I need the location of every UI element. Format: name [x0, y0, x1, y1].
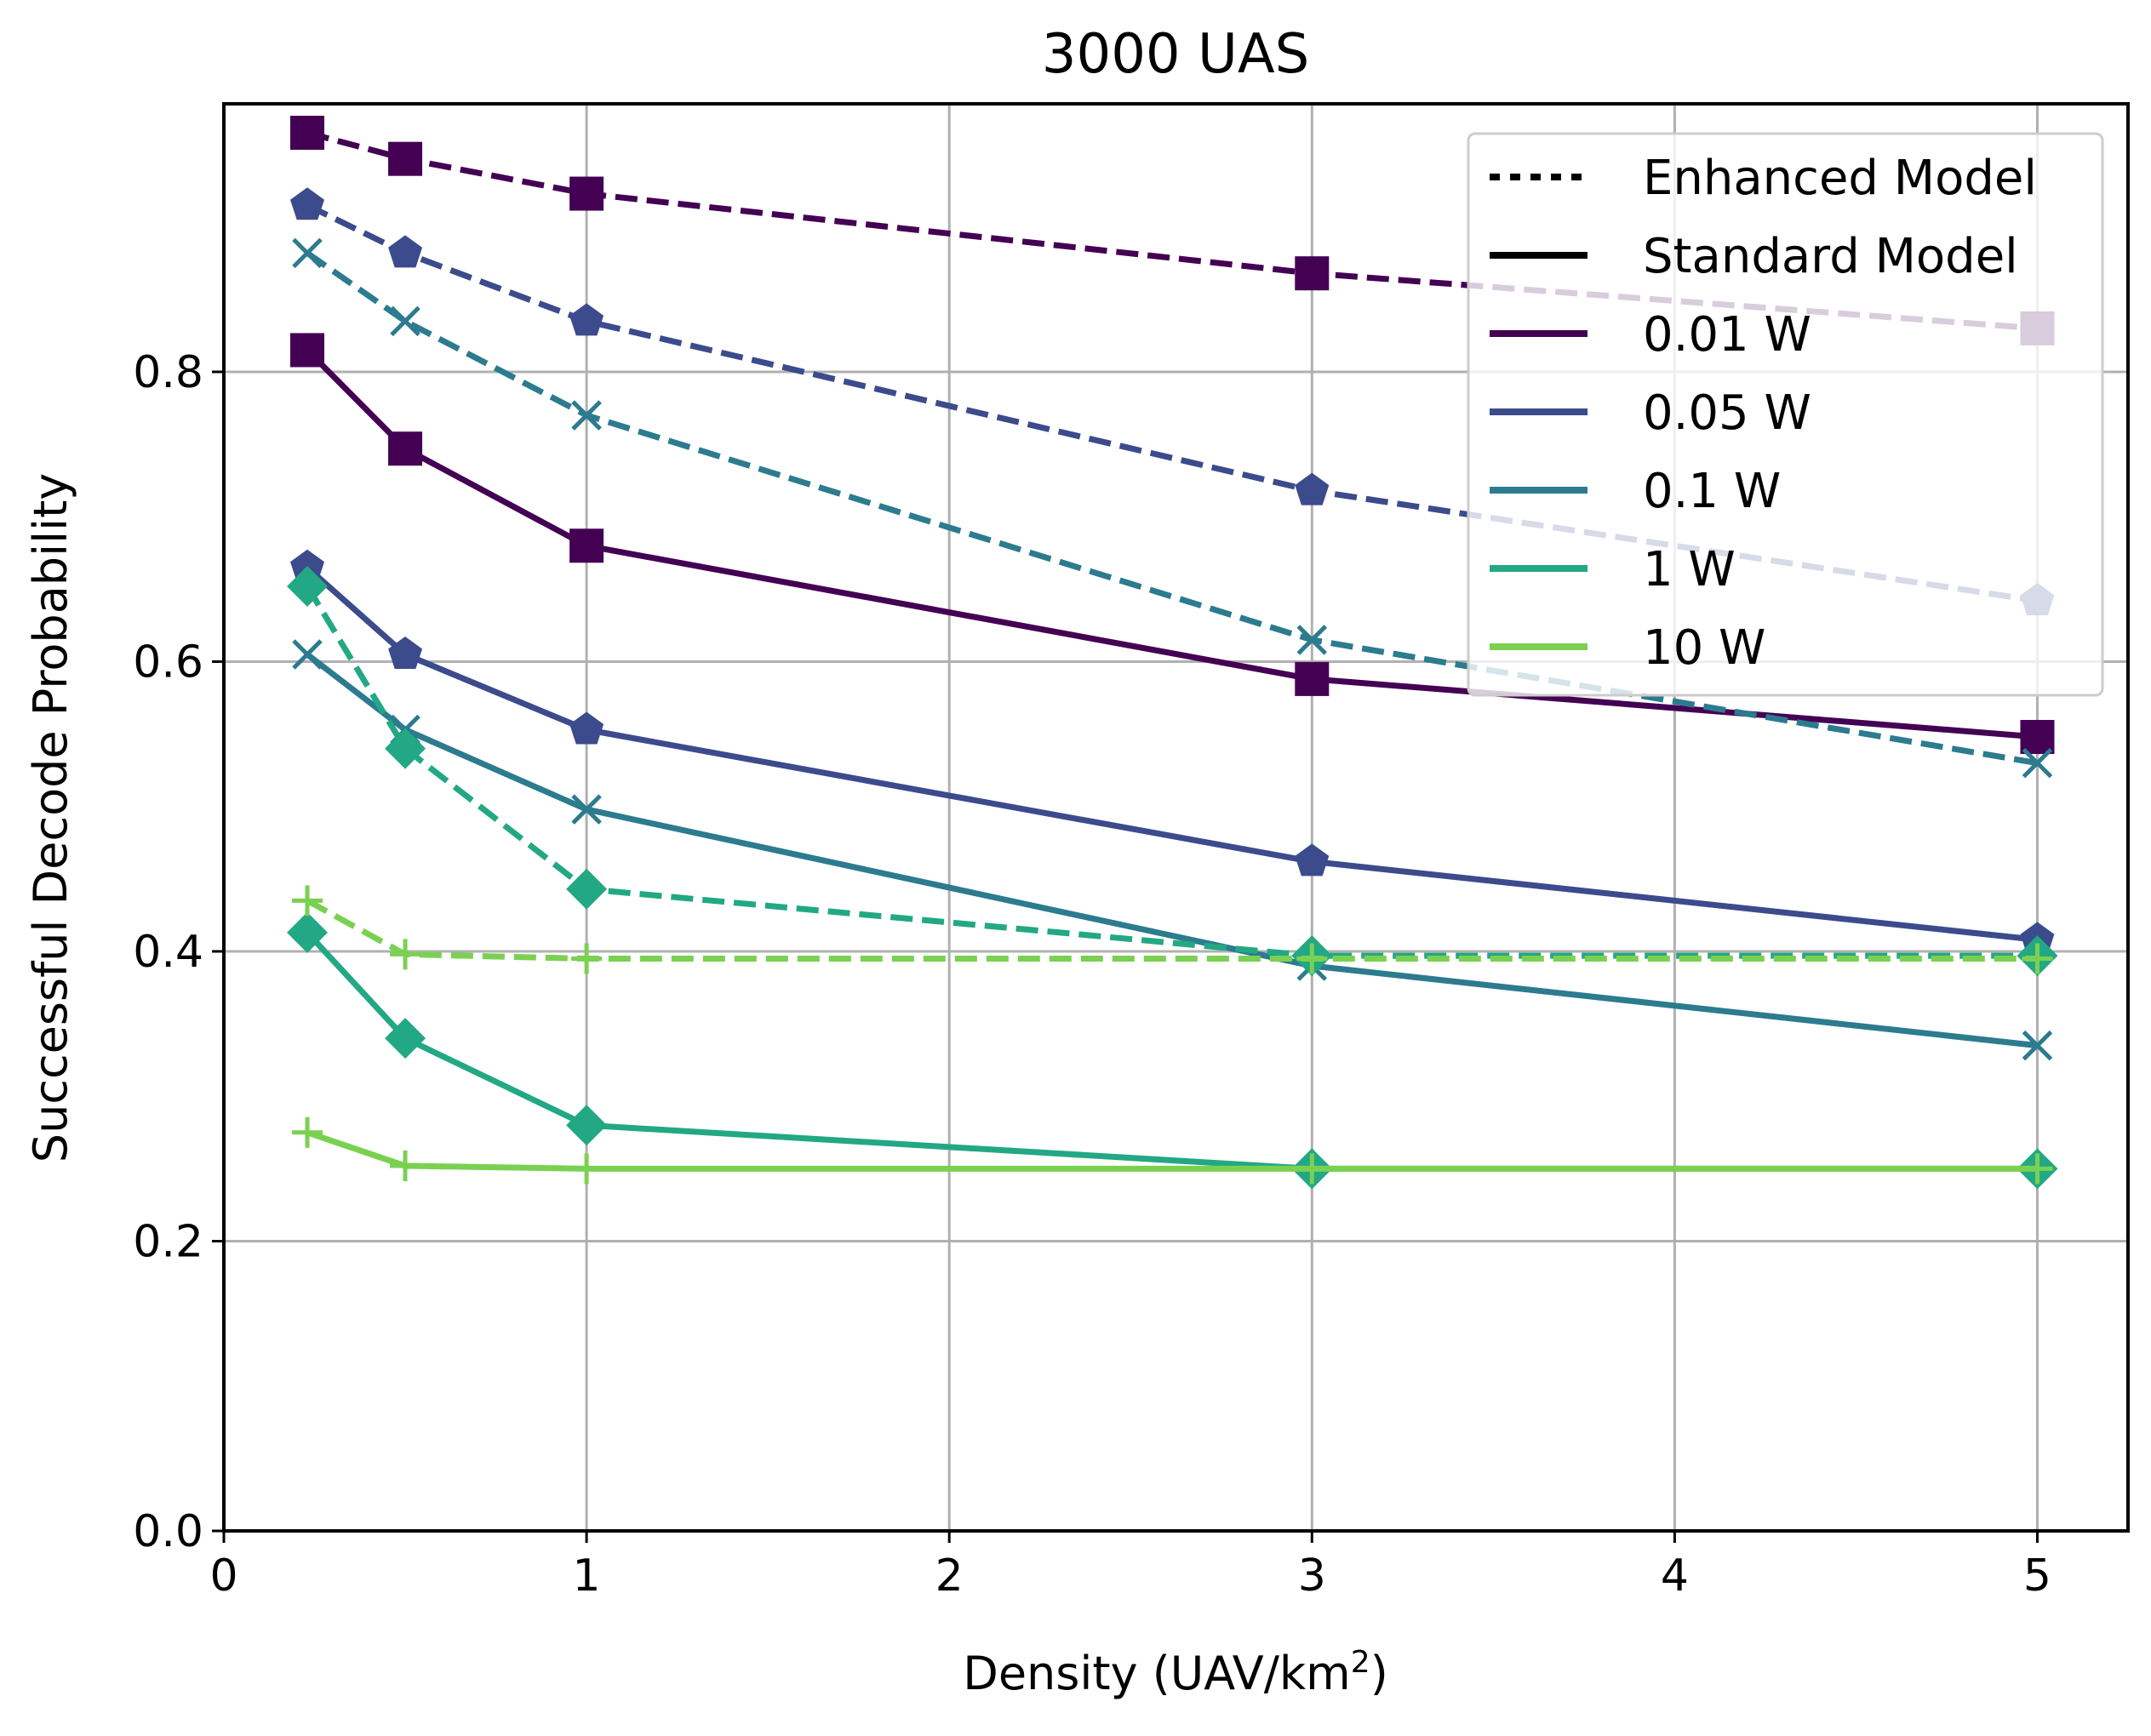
plus-marker	[1296, 1153, 1328, 1185]
axes	[222, 102, 2130, 1533]
x-axis-label: Density (UAV/km2)	[963, 1645, 1388, 1700]
chart-title: 3000 UAS	[1042, 23, 1309, 86]
legend-label: 1 W	[1643, 542, 1736, 597]
x-tick-label: 2	[935, 1550, 964, 1602]
y-tick-label: 0.6	[133, 637, 203, 688]
pentagon-marker	[388, 637, 422, 669]
y-tick-label: 0.4	[133, 927, 203, 978]
pentagon-marker	[290, 549, 324, 582]
pentagon-marker	[1295, 472, 1330, 505]
plus-marker	[571, 943, 603, 974]
legend-box	[1467, 132, 2104, 697]
square-marker	[388, 141, 423, 176]
plus-marker	[390, 939, 421, 970]
series-10-w-standard	[292, 1116, 2053, 1185]
legend-label: Standard Model	[1643, 229, 2018, 284]
diamond-marker	[287, 565, 329, 607]
x-marker	[292, 639, 323, 670]
x-axis-label-sup: 2	[1351, 1645, 1370, 1680]
y-axis-label: Successful Decode Probability	[24, 473, 77, 1162]
legend-label: 0.05 W	[1643, 385, 1811, 441]
series-line	[305, 652, 2038, 1049]
ticks: 0 1 2 3 4 5 0.0 0.2 0.4 0.6 0.8	[133, 347, 2051, 1602]
plus-marker	[571, 1153, 603, 1185]
x-tick-label: 1	[573, 1550, 601, 1602]
x-marker	[2022, 1030, 2053, 1061]
x-marker	[571, 794, 602, 825]
diamond-marker	[385, 728, 426, 769]
x-tick-label: 3	[1298, 1550, 1326, 1602]
plus-marker	[1296, 943, 1328, 974]
x-tick-label: 0	[209, 1550, 237, 1602]
x-marker	[390, 306, 420, 337]
diamond-marker	[287, 911, 329, 953]
x-marker	[1296, 625, 1328, 655]
series-layer	[287, 116, 2058, 1190]
pentagon-marker	[569, 303, 604, 336]
series-line	[305, 930, 2038, 1172]
x-marker	[292, 237, 323, 269]
square-marker	[2020, 720, 2055, 755]
y-tick-label: 0.0	[133, 1506, 203, 1557]
square-marker	[290, 333, 325, 368]
legend: Enhanced Model Standard Model 0.01 W 0.05 W…	[1467, 132, 2104, 697]
x-tick-label: 5	[2023, 1550, 2051, 1602]
square-marker	[388, 431, 423, 466]
series-10-w-enhanced	[292, 885, 2053, 974]
plus-marker	[2022, 1153, 2053, 1185]
diamond-marker	[566, 868, 608, 910]
y-tick-label: 0.8	[133, 347, 203, 398]
x-tick-label: 4	[1661, 1550, 1689, 1602]
x-axis-label-main: Density (UAV/km	[963, 1647, 1351, 1700]
plus-marker	[292, 1116, 323, 1148]
plus-marker	[2022, 943, 2053, 974]
x-axis-label-suffix: )	[1370, 1647, 1388, 1700]
pentagon-marker	[1295, 843, 1330, 877]
plus-marker	[390, 1150, 421, 1181]
pentagon-marker	[388, 235, 422, 268]
plot-frame	[222, 102, 2130, 1533]
square-marker	[1295, 256, 1330, 291]
pentagon-marker	[290, 187, 324, 220]
legend-label: 0.1 W	[1643, 464, 1781, 519]
square-marker	[1295, 661, 1330, 696]
square-marker	[290, 116, 325, 151]
y-tick-label: 0.2	[133, 1216, 203, 1267]
square-marker	[569, 528, 604, 563]
diamond-marker	[385, 1018, 426, 1059]
square-marker	[569, 176, 604, 211]
pentagon-marker	[569, 711, 604, 745]
legend-label: 0.01 W	[1643, 307, 1811, 363]
series-0-1-w-standard	[292, 639, 2053, 1061]
series-0-01-w-standard	[290, 333, 2055, 755]
legend-label: Enhanced Model	[1643, 151, 2037, 206]
x-marker	[2022, 747, 2053, 779]
diamond-marker	[566, 1105, 608, 1146]
x-marker	[571, 400, 602, 431]
plus-marker	[292, 885, 323, 917]
legend-label: 10 W	[1643, 620, 1765, 676]
